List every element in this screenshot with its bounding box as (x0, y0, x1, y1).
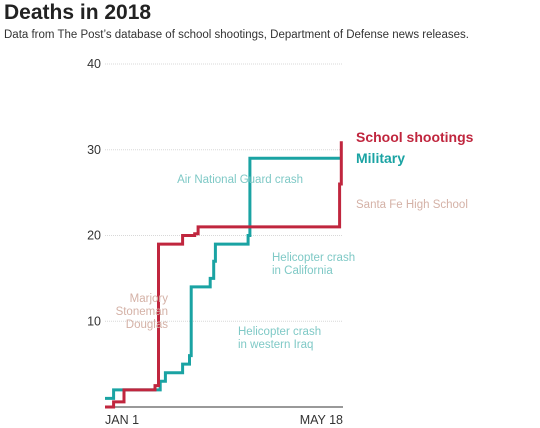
annotation-helicopter-crash-in-california: Helicopter crash in California (272, 252, 355, 277)
y-tick-label-20: 20 (87, 229, 101, 243)
annotation-marjory-stoneman-douglas: Marjory Stoneman Douglas (116, 293, 169, 331)
chart-subtitle: Data from The Post’s database of school … (4, 29, 469, 41)
school-shootings-line (105, 141, 343, 409)
annotation-santa-fe-high-school: Santa Fe High School (356, 199, 468, 211)
series-lines (105, 141, 343, 409)
annotation-line: Douglas (126, 319, 168, 331)
annotation-helicopter-crash-in-western-iraq: Helicopter crash in western Iraq (238, 326, 321, 351)
y-tick-label-40: 40 (87, 57, 101, 71)
school-shootings-label: School shootings (356, 129, 474, 145)
annotation-line: Helicopter crash (238, 326, 321, 338)
annotation-line: Marjory (130, 293, 169, 305)
annotation-line: Stoneman (116, 306, 168, 318)
military-label: Military (356, 150, 405, 166)
annotation-line: Helicopter crash (272, 252, 355, 264)
x-tick-label-start: JAN 1 (105, 413, 139, 427)
chart-title: Deaths in 2018 (4, 1, 152, 24)
chart-labels: 10 20 30 40 JAN 1 MAY 18 School shootings Milit… (87, 57, 474, 427)
y-tick-label-10: 10 (87, 314, 101, 328)
annotation-line: Air National Guard crash (177, 174, 303, 186)
annotation-line: in California (272, 265, 333, 277)
x-tick-label-end: MAY 18 (300, 413, 343, 427)
y-tick-label-30: 30 (87, 143, 101, 157)
annotation-line: Santa Fe High School (356, 199, 468, 211)
annotation-line: in western Iraq (238, 339, 313, 351)
annotation-air-national-guard-crash: Air National Guard crash (177, 174, 303, 186)
military-line (105, 156, 342, 400)
gridlines (105, 63, 343, 408)
